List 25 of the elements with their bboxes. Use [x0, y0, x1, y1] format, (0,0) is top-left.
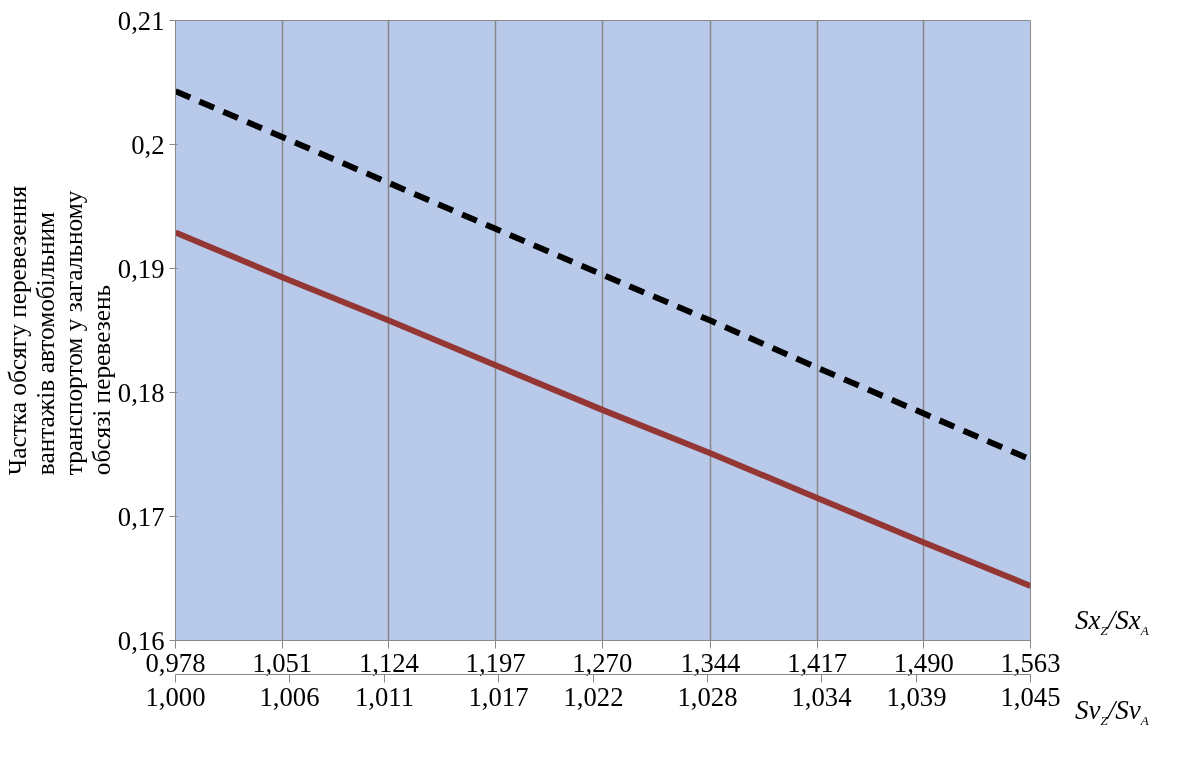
x2-axis-title: Sv$_{Z}$/Sv$_{A}$: [1075, 695, 1149, 729]
x-tick-label: 1,124: [358, 647, 419, 678]
y-tick-label: 0,18: [117, 377, 165, 408]
y-tick-label: 0,17: [117, 501, 165, 532]
x2-tick-label: 1,034: [791, 681, 852, 712]
x-axis-title: Sx$_{Z}$/Sx$_{A}$: [1075, 605, 1149, 639]
x2-tick-label: 1,011: [355, 681, 415, 712]
y-tick-label: 0,19: [117, 253, 165, 284]
x2-tick-label: 1,000: [145, 681, 206, 712]
x2-tick-label: 1,022: [563, 681, 624, 712]
x2-tick-label: 1,006: [259, 681, 320, 712]
x2-tick-label: 1,039: [886, 681, 947, 712]
y-axis-title: Частка обсягу перевезення вантажів автомобільним транспортом у загальному обсязі перевезень: [2, 185, 115, 476]
x2-tick-label: 1,017: [468, 681, 529, 712]
x-tick-label: 1,563: [1000, 647, 1061, 678]
x-tick-label: 1,197: [465, 647, 526, 678]
x-tick-label: 1,490: [893, 647, 954, 678]
x-tick-label: 1,051: [252, 647, 313, 678]
x-tick-label: 1,344: [680, 647, 741, 678]
x2-tick-label: 1,045: [1000, 681, 1061, 712]
y-tick-label: 0,2: [131, 129, 165, 160]
x2-tick-label: 1,028: [677, 681, 738, 712]
y-tick-label: 0,21: [117, 5, 165, 36]
x-tick-label: 1,270: [572, 647, 633, 678]
x-tick-label: 1,417: [787, 647, 848, 678]
